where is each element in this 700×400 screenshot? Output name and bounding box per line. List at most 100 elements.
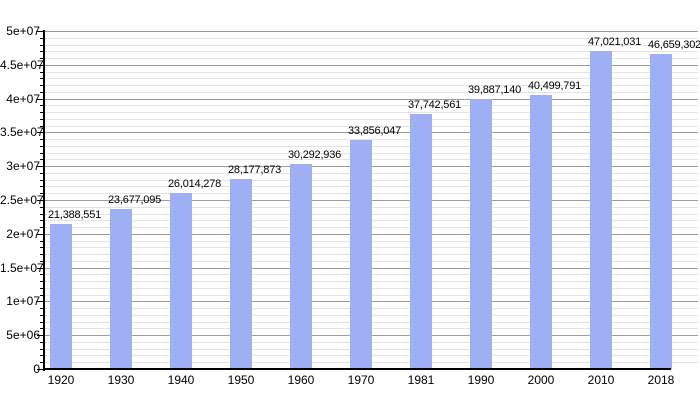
y-tick-label: 2e+07 [6,227,40,241]
y-minor-tick [40,58,44,59]
bar-value-label: 26,014,278 [168,178,222,190]
major-gridline [45,65,698,66]
bar-value-label: 28,177,873 [228,164,282,176]
y-major-tick [37,99,44,100]
y-minor-tick [40,193,44,194]
y-minor-tick [40,308,44,309]
x-tick-label: 1990 [467,373,495,387]
y-major-tick [37,200,44,201]
y-minor-tick [40,281,44,282]
bar-value-label: 21,388,551 [48,209,102,221]
y-tick-label: 2.5e+07 [0,193,44,207]
minor-gridline [45,38,698,39]
y-minor-tick [40,349,44,350]
y-tick-label: 1.5e+07 [0,261,44,275]
minor-gridline [45,51,698,52]
minor-gridline [45,119,698,120]
minor-gridline [45,78,698,79]
x-tick-label: 2018 [647,373,675,387]
major-gridline [45,99,698,100]
major-gridline [45,132,698,133]
y-minor-tick [40,92,44,93]
y-minor-tick [40,153,44,154]
bar-2018 [650,53,672,369]
y-minor-tick [40,207,44,208]
y-minor-tick [40,119,44,120]
y-major-tick [37,65,44,66]
y-minor-tick [40,247,44,248]
y-minor-tick [40,38,44,39]
x-axis-line [43,368,671,370]
y-minor-tick [40,180,44,181]
bar-1990 [470,99,492,369]
y-major-tick [37,132,44,133]
y-minor-tick [40,315,44,316]
y-minor-tick [40,186,44,187]
y-major-tick [37,301,44,302]
bar-1981 [410,113,432,369]
x-tick-label: 1970 [347,373,375,387]
y-minor-tick [40,159,44,160]
y-minor-tick [40,355,44,356]
y-minor-tick [40,227,44,228]
y-tick-label: 4.5e+07 [0,58,44,72]
x-tick-label: 1950 [227,373,255,387]
y-minor-tick [40,45,44,46]
y-major-tick [37,234,44,235]
y-minor-tick [40,342,44,343]
x-tick-label: 1930 [107,373,135,387]
minor-gridline [45,126,698,127]
bar-1960 [290,164,312,369]
y-tick-label: 5e+07 [6,24,40,38]
bar-value-label: 30,292,936 [288,149,342,161]
x-tick-label: 1960 [287,373,315,387]
y-axis-line [43,30,45,371]
minor-gridline [45,105,698,106]
bar-value-label: 23,677,095 [108,194,162,206]
y-minor-tick [40,362,44,363]
y-minor-tick [40,254,44,255]
y-tick-label: 1e+07 [6,294,40,308]
x-tick-label: 1940 [167,373,195,387]
x-tick-label: 1981 [407,373,435,387]
y-minor-tick [40,139,44,140]
bar-value-label: 39,887,140 [468,84,522,96]
y-tick-label: 3e+07 [6,159,40,173]
minor-gridline [45,92,698,93]
x-tick-label: 1920 [47,373,75,387]
y-major-tick [37,335,44,336]
y-minor-tick [40,295,44,296]
y-major-tick [37,268,44,269]
y-major-tick [37,166,44,167]
minor-gridline [45,139,698,140]
bar-1970 [350,140,372,369]
x-tick-label: 2000 [527,373,555,387]
bar-1950 [230,178,252,369]
minor-gridline [45,58,698,59]
y-minor-tick [40,328,44,329]
y-minor-tick [40,146,44,147]
major-gridline [45,31,698,32]
y-tick-label: 4e+07 [6,92,40,106]
y-minor-tick [40,241,44,242]
bar-value-label: 33,856,047 [348,125,402,137]
minor-gridline [45,85,698,86]
y-minor-tick [40,105,44,106]
x-tick-label: 2010 [587,373,615,387]
y-minor-tick [40,214,44,215]
bar-value-label: 46,659,302 [648,39,700,51]
y-minor-tick [40,72,44,73]
y-major-tick [37,369,44,370]
bar-2000 [530,95,552,369]
y-minor-tick [40,288,44,289]
y-minor-tick [40,322,44,323]
y-minor-tick [40,78,44,79]
y-minor-tick [40,261,44,262]
bar-1920 [50,224,72,369]
y-minor-tick [40,126,44,127]
y-major-tick [37,31,44,32]
